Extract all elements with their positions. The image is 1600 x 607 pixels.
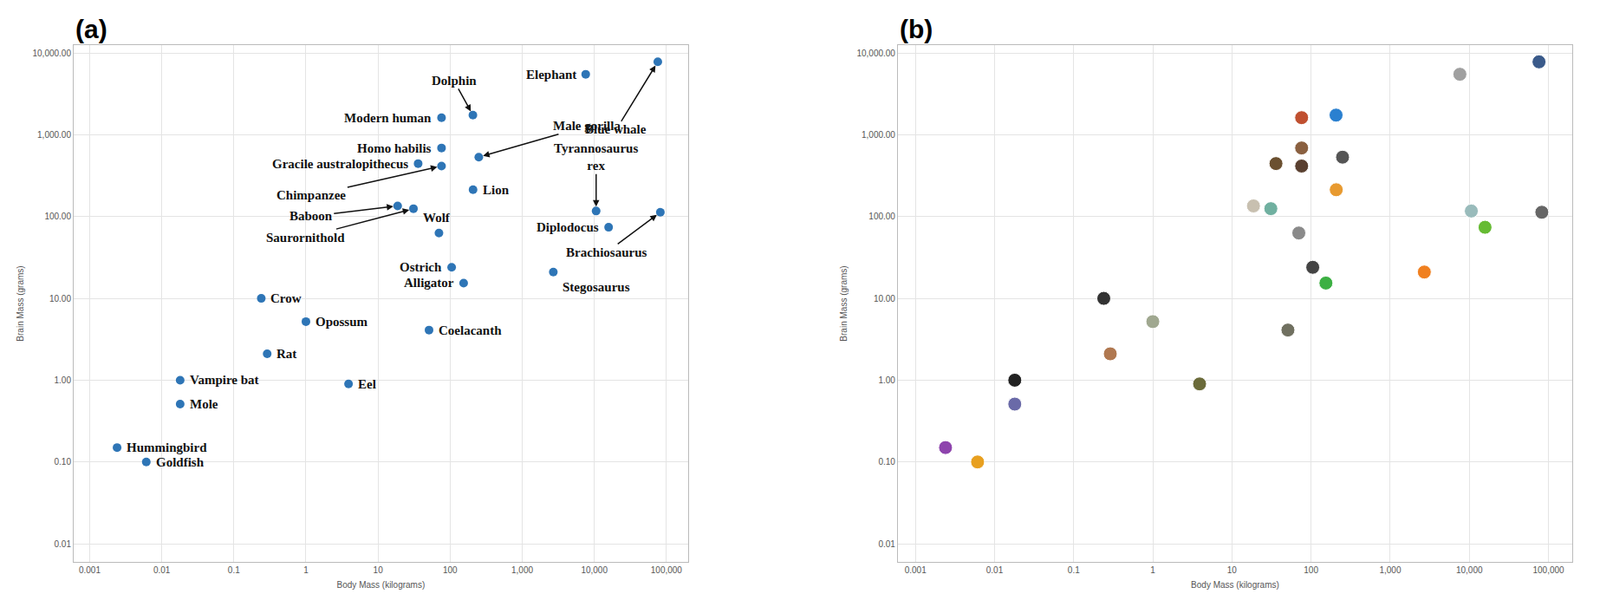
svg-text:Wolf: Wolf bbox=[422, 210, 451, 225]
svg-text:0.001: 0.001 bbox=[904, 565, 927, 575]
svg-text:Homo habilis: Homo habilis bbox=[357, 141, 432, 156]
svg-text:0.1: 0.1 bbox=[227, 565, 241, 575]
svg-text:100.00: 100.00 bbox=[868, 211, 896, 222]
svg-text:Mole: Mole bbox=[189, 396, 219, 411]
svg-text:Brachiosaurus: Brachiosaurus bbox=[565, 245, 648, 260]
svg-text:(a): (a) bbox=[75, 14, 108, 44]
svg-text:Vampire bat: Vampire bat bbox=[189, 372, 260, 387]
svg-text:0.10: 0.10 bbox=[878, 456, 896, 467]
svg-text:10,000.00: 10,000.00 bbox=[856, 48, 896, 59]
svg-text:Coelacanth: Coelacanth bbox=[438, 323, 502, 338]
svg-text:Brain Mass (grams): Brain Mass (grams) bbox=[839, 265, 849, 341]
svg-text:Stegosaurus: Stegosaurus bbox=[562, 279, 631, 294]
svg-text:Gracile australopithecus: Gracile australopithecus bbox=[272, 156, 409, 171]
svg-text:Blue whale: Blue whale bbox=[585, 122, 647, 137]
svg-text:1.00: 1.00 bbox=[878, 375, 896, 385]
svg-text:Chimpanzee: Chimpanzee bbox=[276, 188, 346, 202]
svg-text:0.1: 0.1 bbox=[1067, 565, 1080, 575]
svg-text:100: 100 bbox=[442, 565, 458, 575]
svg-text:10: 10 bbox=[373, 565, 384, 575]
svg-text:1: 1 bbox=[1150, 565, 1156, 575]
svg-text:Saurornithold: Saurornithold bbox=[266, 230, 345, 245]
svg-text:(b): (b) bbox=[899, 14, 933, 44]
svg-text:100.00: 100.00 bbox=[44, 211, 72, 222]
svg-text:10,000.00: 10,000.00 bbox=[32, 48, 72, 59]
svg-text:10,000: 10,000 bbox=[1456, 565, 1483, 575]
svg-text:Male gorilla: Male gorilla bbox=[552, 118, 621, 133]
svg-text:Lion: Lion bbox=[482, 182, 510, 197]
svg-text:Diplodocus: Diplodocus bbox=[536, 220, 599, 235]
svg-text:Dolphin: Dolphin bbox=[431, 73, 477, 88]
svg-text:Rat: Rat bbox=[276, 346, 297, 361]
svg-text:Tyrannosaurusrex: Tyrannosaurusrex bbox=[553, 141, 638, 173]
svg-text:0.01: 0.01 bbox=[878, 539, 896, 549]
svg-text:Body Mass (kilograms): Body Mass (kilograms) bbox=[1190, 579, 1280, 590]
svg-text:Modern human: Modern human bbox=[344, 110, 432, 125]
svg-text:Elephant: Elephant bbox=[526, 67, 577, 82]
svg-text:100,000: 100,000 bbox=[1532, 565, 1565, 575]
svg-text:1,000: 1,000 bbox=[511, 565, 534, 575]
svg-text:1.00: 1.00 bbox=[54, 375, 72, 385]
svg-text:10: 10 bbox=[1227, 565, 1238, 575]
svg-text:10,000: 10,000 bbox=[580, 565, 608, 575]
svg-text:Brain Mass (grams): Brain Mass (grams) bbox=[15, 265, 26, 341]
svg-text:1: 1 bbox=[303, 565, 309, 575]
svg-text:100: 100 bbox=[1303, 565, 1319, 575]
svg-text:0.001: 0.001 bbox=[78, 565, 101, 575]
svg-text:1,000: 1,000 bbox=[1378, 565, 1401, 575]
svg-text:0.01: 0.01 bbox=[54, 539, 72, 549]
svg-text:Goldfish: Goldfish bbox=[156, 455, 205, 469]
svg-text:Ostrich: Ostrich bbox=[399, 260, 443, 274]
svg-text:Crow: Crow bbox=[270, 291, 302, 306]
svg-text:Body Mass (kilograms): Body Mass (kilograms) bbox=[337, 579, 426, 590]
svg-text:1,000.00: 1,000.00 bbox=[37, 130, 72, 140]
svg-text:10.00: 10.00 bbox=[49, 293, 72, 304]
svg-text:Alligator: Alligator bbox=[403, 275, 455, 290]
svg-text:0.01: 0.01 bbox=[986, 565, 1004, 575]
svg-text:0.10: 0.10 bbox=[54, 456, 72, 467]
svg-text:Baboon: Baboon bbox=[289, 208, 333, 223]
svg-text:100,000: 100,000 bbox=[650, 565, 683, 575]
svg-text:0.01: 0.01 bbox=[153, 565, 171, 575]
svg-text:Eel: Eel bbox=[357, 377, 377, 391]
svg-text:1,000.00: 1,000.00 bbox=[861, 130, 896, 140]
svg-text:10.00: 10.00 bbox=[873, 293, 896, 304]
svg-text:Opossum: Opossum bbox=[315, 314, 369, 329]
svg-text:Hummingbird: Hummingbird bbox=[126, 440, 208, 455]
